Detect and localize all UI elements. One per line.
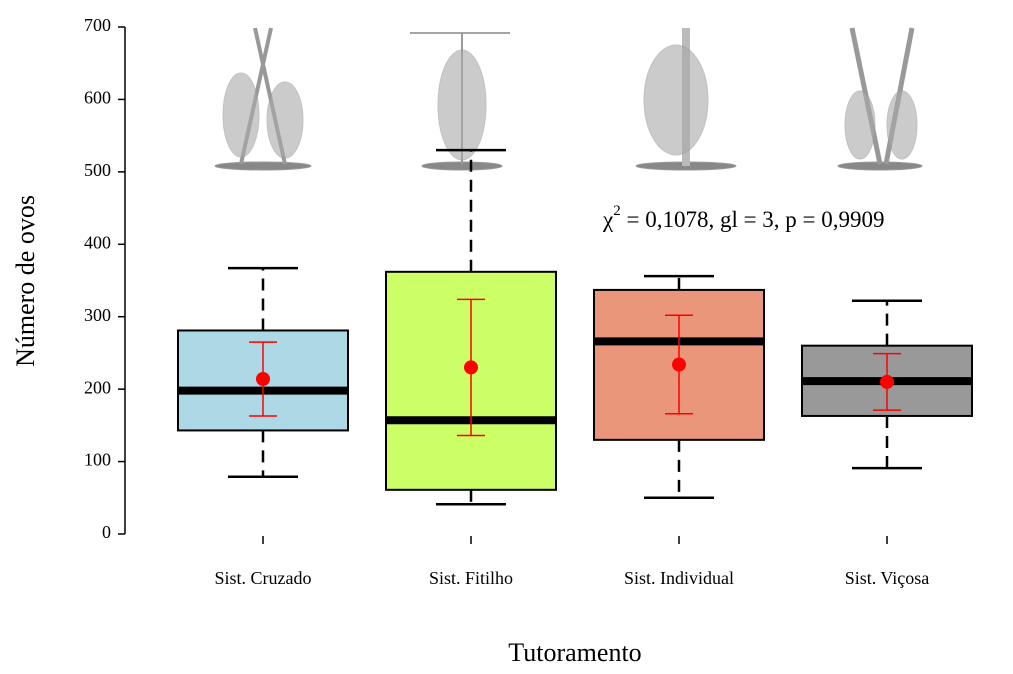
y-tick-label: 100 (84, 450, 111, 470)
mean-point (256, 372, 270, 386)
plant-illustrations (215, 28, 922, 170)
y-axis-title: Número de ovos (11, 195, 40, 367)
annotation-text: = 0,1078, gl = 3, p = 0,9909 (621, 207, 885, 232)
x-tick-label: Sist. Viçosa (845, 568, 930, 588)
x-tick-label: Sist. Fitilho (429, 568, 513, 588)
chart: Número de ovos Tutoramento χ2 = 0,1078, … (0, 0, 1013, 669)
y-tick-label: 300 (84, 305, 111, 325)
annotation: χ2 = 0,1078, gl = 3, p = 0,9909 (602, 203, 885, 232)
y-tick-label: 500 (84, 160, 111, 180)
annotation-superscript: 2 (613, 203, 621, 219)
x-tick-label: Sist. Individual (624, 568, 734, 588)
y-tick-label: 600 (84, 88, 111, 108)
mean-point (464, 360, 478, 374)
y-tick-label: 200 (84, 377, 111, 397)
mean-point (672, 358, 686, 372)
mean-point (880, 375, 894, 389)
y-tick-label: 700 (84, 15, 111, 35)
x-axis-title: Tutoramento (508, 638, 641, 667)
x-tick-label: Sist. Cruzado (215, 568, 312, 588)
annotation-symbol: χ (602, 207, 614, 232)
y-tick-label: 400 (84, 232, 111, 252)
y-tick-label: 0 (102, 522, 111, 542)
